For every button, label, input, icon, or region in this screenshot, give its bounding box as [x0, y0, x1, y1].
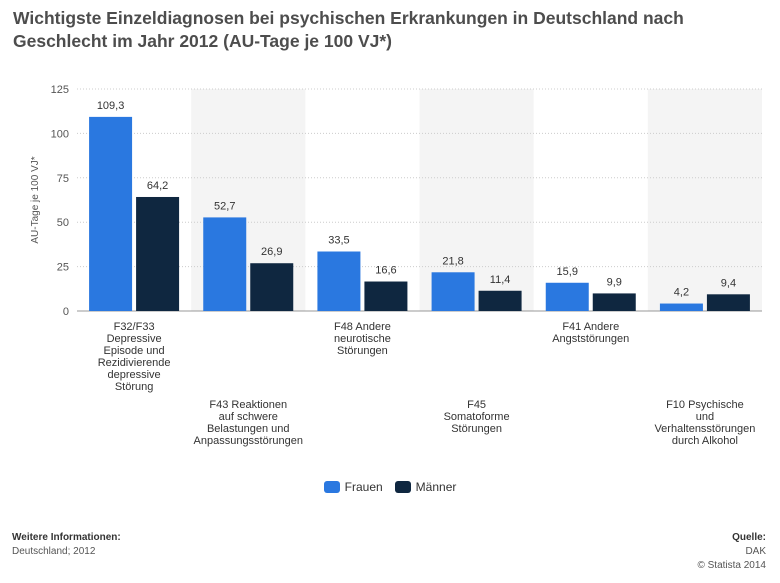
bar-chart: 0 25 50 75 100 125 AU-Tage je 100 VJ* 109,3 52,7…	[30, 84, 762, 447]
y-tick-label: 0	[63, 306, 69, 318]
x-tick-label: F32/F33 Depressive Episode und Rezidivieren…	[98, 321, 171, 393]
x-tick-label: F48 Andere neurotische Störungen	[334, 321, 391, 357]
legend-label-frauen: Frauen	[344, 480, 383, 494]
y-tick-label: 75	[57, 173, 69, 185]
bar-frauen	[317, 251, 361, 311]
legend-swatch-frauen	[323, 481, 340, 493]
category-band	[647, 89, 762, 311]
y-axis-title: AU-Tage je 100 VJ*	[30, 156, 41, 243]
data-label: 11,4	[490, 274, 511, 286]
data-label: 9,9	[607, 276, 622, 288]
x-tick-label: F10 Psychische und Verhaltensstörungen durc…	[654, 399, 755, 447]
x-tick-label: F45 Somatoforme Störungen	[444, 399, 510, 435]
legend-item-frauen[interactable]: Frauen	[323, 480, 383, 494]
data-label: 15,9	[557, 266, 578, 278]
legend-swatch-maenner	[394, 481, 411, 493]
data-label: 64,2	[147, 180, 168, 192]
y-tick-label: 100	[51, 128, 69, 140]
data-label: 21,8	[442, 255, 463, 267]
bar-frauen	[545, 282, 589, 311]
bar-maenner	[478, 290, 522, 311]
x-tick-label: F41 Andere Angststörungen	[552, 321, 629, 345]
bar-frauen	[203, 217, 247, 311]
bar-frauen	[659, 303, 703, 311]
data-label: 4,2	[674, 287, 689, 299]
footer-source: Quelle: DAK © Statista 2014	[697, 531, 766, 573]
bar-maenner	[136, 196, 180, 311]
data-label: 9,4	[721, 277, 736, 289]
source-text: DAK	[745, 546, 766, 557]
copyright-text: © Statista 2014	[697, 560, 766, 571]
bar-maenner	[592, 293, 636, 311]
source-heading: Quelle:	[732, 532, 766, 543]
bar-frauen	[89, 116, 133, 311]
data-label: 26,9	[261, 246, 282, 258]
info-heading: Weitere Informationen:	[12, 532, 121, 543]
x-tick-label: F43 Reaktionen auf schwere Belastungen und…	[194, 399, 303, 447]
info-text: Deutschland; 2012	[12, 546, 96, 557]
bar-frauen	[431, 272, 475, 311]
legend-label-maenner: Männer	[415, 480, 457, 494]
data-label: 16,6	[375, 265, 396, 277]
legend-item-maenner[interactable]: Männer	[394, 480, 457, 494]
bar-maenner	[250, 263, 294, 311]
legend: Frauen Männer	[0, 478, 780, 496]
data-label: 52,7	[214, 200, 235, 212]
bar-maenner	[364, 281, 408, 311]
data-label: 33,5	[328, 235, 349, 247]
chart-title: Wichtigste Einzeldiagnosen bei psychisch…	[13, 8, 684, 51]
bar-maenner	[706, 294, 750, 311]
y-tick-label: 50	[57, 217, 69, 229]
y-tick-label: 25	[57, 262, 69, 274]
footer-info: Weitere Informationen: Deutschland; 2012	[12, 531, 121, 559]
data-label: 109,3	[97, 100, 125, 112]
y-tick-label: 125	[51, 84, 69, 96]
